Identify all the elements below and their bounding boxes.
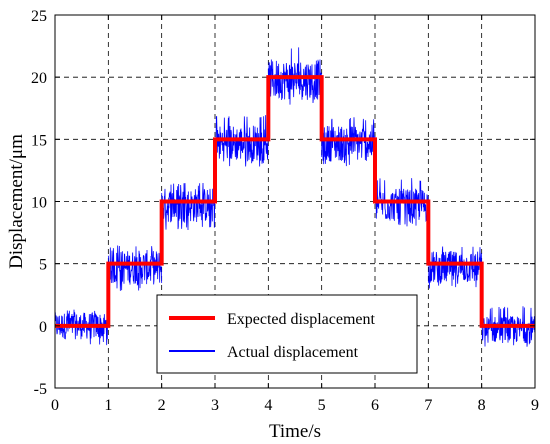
x-tick-label-0: 0 — [51, 397, 59, 414]
x-tick-label-6: 6 — [371, 397, 379, 414]
x-tick-label-9: 9 — [531, 397, 539, 414]
x-tick-label-3: 3 — [211, 397, 219, 414]
x-tick-label-2: 2 — [158, 397, 166, 414]
legend-box — [156, 294, 418, 374]
x-tick-label-4: 4 — [264, 397, 272, 414]
actual-segment-2 — [161, 183, 216, 231]
actual-segment-3 — [214, 115, 269, 167]
x-tick-label-5: 5 — [318, 397, 326, 414]
legend-label-expected: Expected displacement — [227, 311, 375, 328]
actual-segment-1 — [107, 245, 163, 291]
actual-segment-0 — [54, 309, 109, 346]
x-tick-labels: 0 1 2 3 4 5 6 7 8 9 — [51, 397, 539, 414]
x-tick-label-8: 8 — [478, 397, 486, 414]
x-tick-label-1: 1 — [104, 397, 112, 414]
actual-segment-4 — [267, 47, 323, 105]
y-tick-label-5: 5 — [39, 257, 47, 274]
y-axis-title: Displacement/μm — [6, 134, 27, 269]
expected-displacement-series — [55, 75, 535, 328]
expected-step-line — [55, 75, 535, 328]
x-tick-label-7: 7 — [424, 397, 432, 414]
actual-segment-7 — [427, 246, 483, 289]
actual-segment-8 — [481, 306, 536, 347]
y-tick-label-20: 20 — [31, 70, 47, 87]
x-axis-title: Time/s — [269, 421, 321, 442]
y-tick-label--5: -5 — [34, 381, 47, 398]
y-tick-label-10: 10 — [31, 195, 47, 212]
actual-displacement-series — [54, 47, 536, 347]
legend-label-actual: Actual displacement — [227, 344, 359, 361]
y-tick-label-15: 15 — [31, 132, 47, 149]
y-tick-labels: -5 0 5 10 15 20 25 — [31, 8, 47, 398]
y-tick-label-25: 25 — [31, 8, 47, 25]
legend: Expected displacement Actual displacemen… — [156, 294, 418, 374]
actual-segment-5 — [321, 117, 376, 167]
y-tick-label-0: 0 — [39, 319, 47, 336]
axis-ticks — [54, 14, 536, 389]
